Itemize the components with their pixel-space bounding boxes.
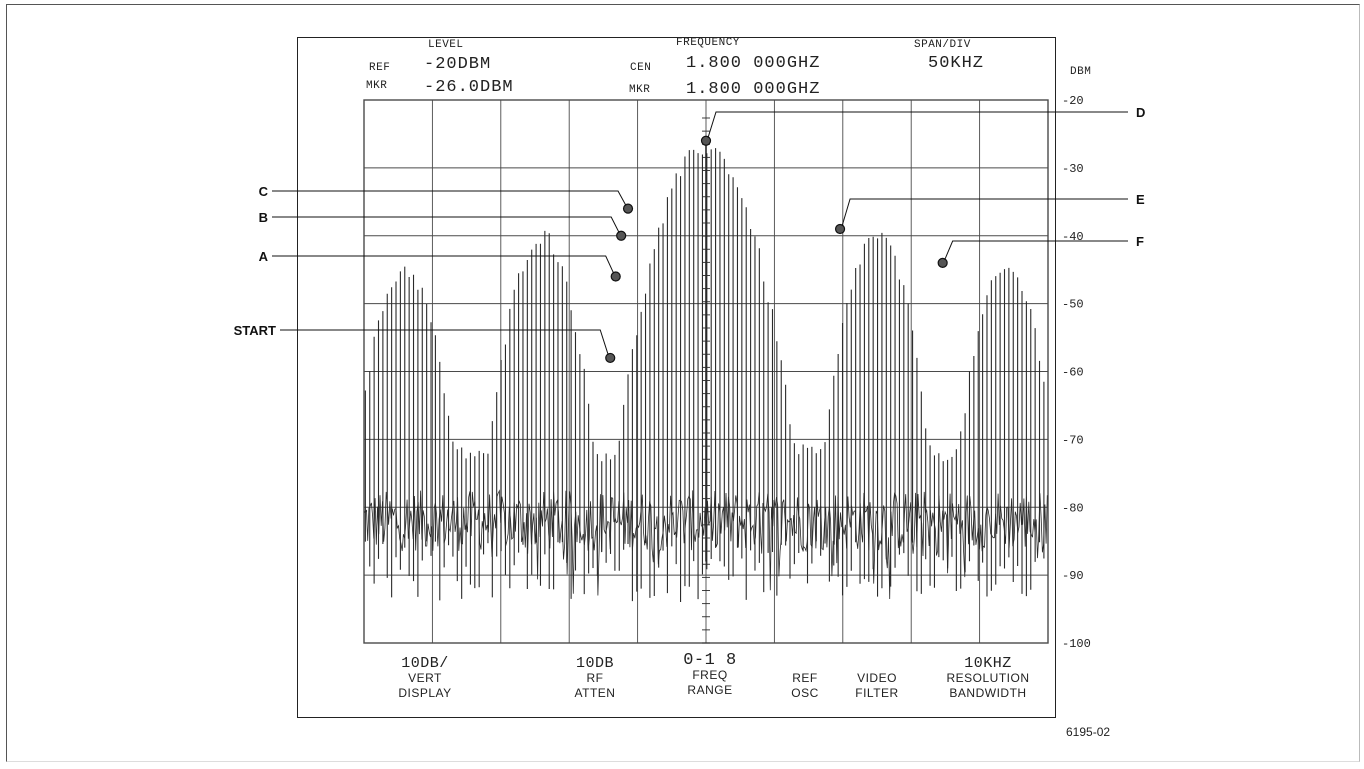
y-tick-label: -70 [1062, 433, 1084, 447]
y-tick-label: -100 [1062, 637, 1091, 651]
frequency-heading: FREQUENCY [676, 37, 740, 49]
callout-label-d: D [1136, 105, 1145, 120]
callout-label-c: C [259, 184, 269, 199]
y-axis-ticks: -20 -30 -40 -50 -60 -70 -80 -90 -100 [1062, 94, 1091, 651]
page-frame [6, 4, 1360, 762]
callout-leader [841, 198, 1128, 227]
cen-label: CEN [630, 62, 652, 74]
rbw-value: 10KHZ [964, 655, 1012, 672]
callout-leader [707, 111, 1128, 138]
vert-display-readout: 10DB/ VERT DISPLAY [380, 656, 470, 701]
marker-start [605, 352, 616, 364]
callout-leader [272, 190, 627, 206]
analyzer-display-panel [297, 37, 1056, 718]
mkr-level-value: -26.0DBM [424, 78, 514, 97]
marker-f [937, 257, 948, 268]
ref-osc-label-2: OSC [791, 686, 819, 700]
freq-range-value: 0-1 8 [683, 651, 737, 670]
marker-e [834, 223, 846, 235]
video-label: VIDEO [857, 671, 897, 685]
callout-label-start: START [234, 323, 276, 338]
callout-leader [280, 329, 609, 356]
video-filter-readout: VIDEO FILTER [847, 671, 907, 701]
callout-label-f: F [1136, 234, 1144, 249]
callout-label-e: E [1136, 192, 1145, 207]
y-tick-label: -40 [1062, 230, 1084, 244]
atten-label: ATTEN [574, 686, 616, 700]
y-tick-label: -80 [1062, 501, 1084, 515]
y-tick-label: -90 [1062, 569, 1084, 583]
callout-label-b: B [259, 210, 268, 225]
freq-label: FREQ [692, 668, 728, 682]
display-label: DISPLAY [398, 686, 452, 700]
rf-label: RF [586, 671, 604, 685]
marker-b [616, 230, 627, 241]
ref-osc-label-1: REF [792, 671, 818, 685]
y-tick-label: -50 [1062, 298, 1084, 312]
span-heading: SPAN/DIV [914, 39, 971, 51]
y-tick-label: -20 [1062, 94, 1084, 108]
bandwidth-label: BANDWIDTH [949, 686, 1027, 700]
freq-range-readout: 0-1 8 FREQ RANGE [670, 651, 750, 698]
rf-atten-value: 10DB [575, 655, 614, 672]
callout-leader [944, 240, 1128, 261]
marker-a [610, 271, 621, 282]
span-value: 50KHZ [928, 54, 985, 73]
ref-level-value: -20DBM [424, 55, 492, 74]
unit-label: DBM [1070, 66, 1092, 78]
markers: START A BC D E F [234, 105, 1145, 364]
callout-leader [272, 216, 620, 233]
filter-label: FILTER [855, 686, 899, 700]
marker-d [700, 135, 712, 146]
level-heading: LEVEL [428, 39, 464, 51]
spectrum-trace [363, 117, 1048, 644]
ref-label: REF [369, 62, 391, 74]
range-label: RANGE [687, 683, 733, 697]
marker-frequency-value: 1.800 000GHZ [686, 80, 821, 99]
center-frequency-value: 1.800 000GHZ [686, 54, 821, 73]
callout-leader [272, 255, 615, 274]
resolution-bandwidth-readout: 10KHZ RESOLUTION BANDWIDTH [926, 656, 1050, 701]
vert-scale-value: 10DB/ [401, 655, 449, 672]
rf-atten-readout: 10DB RF ATTEN [560, 656, 630, 701]
resolution-label: RESOLUTION [946, 671, 1030, 685]
mkr-label: MKR [366, 80, 388, 92]
marker-c [622, 203, 634, 214]
y-tick-label: -60 [1062, 366, 1084, 380]
y-tick-label: -30 [1062, 162, 1084, 176]
vert-label: VERT [408, 671, 442, 685]
mkr-freq-label: MKR [629, 84, 651, 96]
ref-osc-readout: REF OSC [780, 671, 830, 701]
figure-id: 6195-02 [1066, 725, 1111, 739]
callout-label-a: A [259, 249, 269, 264]
